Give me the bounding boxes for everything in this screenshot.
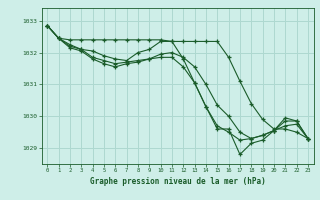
X-axis label: Graphe pression niveau de la mer (hPa): Graphe pression niveau de la mer (hPa)	[90, 177, 266, 186]
